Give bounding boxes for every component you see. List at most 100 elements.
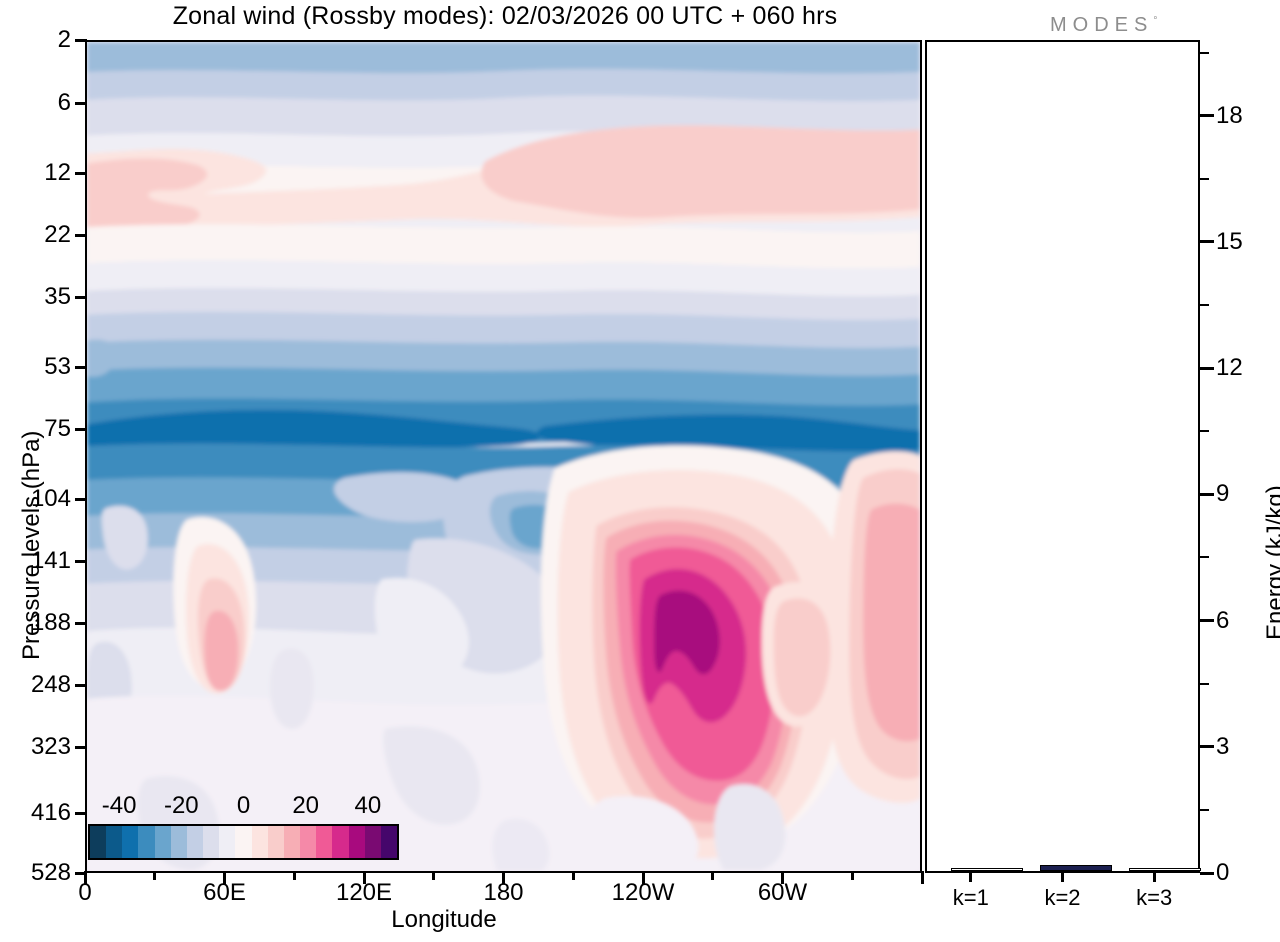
y-tick-mark [75, 559, 87, 563]
energy-tick-mark [1200, 745, 1214, 749]
colorbar-swatch-14 [316, 826, 333, 858]
colorbar-swatch-16 [348, 826, 365, 858]
y-tick-mark [75, 295, 87, 299]
y-tick-label-6: 6 [57, 89, 71, 116]
figure-title: Zonal wind (Rossby modes): 02/03/2026 00… [172, 2, 838, 30]
y-tick-mark [75, 171, 87, 175]
energy-tick-label-15: 15 [1216, 227, 1243, 255]
colorbar-swatches [88, 824, 399, 860]
energy-minor-tick [1200, 304, 1209, 307]
colorbar-swatch-17 [364, 826, 381, 858]
colorbar-tick-20: 20 [292, 792, 320, 819]
x-tick-mark [432, 871, 436, 880]
zonal-wind-contour-panel [85, 40, 922, 873]
energy-bar-k1[interactable] [951, 868, 1023, 871]
x-tick-mark [571, 871, 575, 880]
colorbar-tick-40: 40 [354, 792, 382, 819]
energy-minor-tick [1200, 682, 1209, 685]
y-tick-label-104: 104 [30, 485, 71, 512]
modes-watermark-text: MODES [1050, 14, 1154, 36]
y-tick-label-75: 75 [44, 415, 71, 442]
energy-minor-tick [1200, 556, 1209, 559]
colorbar-swatch-11 [267, 826, 284, 858]
y-tick-mark [75, 811, 87, 815]
y-tick-label-141: 141 [30, 547, 71, 574]
y-tick-label-416: 416 [30, 799, 71, 826]
energy-bar-k3[interactable] [1129, 868, 1201, 871]
x-tick-mark [153, 871, 157, 880]
y-tick-label-2: 2 [57, 26, 71, 53]
y-tick-label-22: 22 [44, 221, 71, 248]
colorbar-swatch-6 [186, 826, 204, 858]
colorbar-swatch-18 [380, 826, 397, 858]
x-tick-label-0: 0 [78, 879, 92, 906]
energy-category-tick [1061, 871, 1064, 882]
energy-tick-label-9: 9 [1216, 480, 1230, 508]
colorbar-swatch-1 [106, 826, 123, 858]
colorbar-tick--40: -40 [101, 792, 137, 819]
colorbar-swatch-10 [251, 826, 268, 858]
colorbar-swatch-8 [219, 826, 236, 858]
y-tick-mark [75, 871, 87, 875]
x-tick-mark [502, 871, 505, 884]
energy-category-k3: k=3 [1136, 885, 1173, 910]
energy-tick-label-18: 18 [1216, 101, 1243, 129]
colorbar-swatch-7 [203, 826, 220, 858]
x-tick-mark [292, 871, 296, 880]
y-tick-mark [75, 38, 87, 42]
y-tick-mark [75, 101, 87, 105]
energy-category-tick [1152, 871, 1156, 882]
y-tick-mark [75, 233, 87, 237]
x-tick-mark [781, 871, 784, 884]
energy-tick-label-0: 0 [1216, 859, 1230, 886]
y-tick-mark [75, 683, 87, 687]
energy-minor-tick [1200, 430, 1209, 433]
energy-category-k2: k=2 [1044, 885, 1081, 910]
colorbar-swatch-2 [122, 826, 139, 858]
x-tick-mark [920, 871, 924, 884]
y-tick-mark [75, 365, 87, 369]
colorbar-swatch-0 [90, 826, 107, 858]
energy-tick-mark [1200, 492, 1214, 496]
energy-tick-label-6: 6 [1216, 606, 1230, 634]
energy-tick-mark [1200, 366, 1214, 370]
y-tick-label-53: 53 [44, 353, 71, 380]
y-tick-label-528: 528 [30, 859, 71, 886]
x-tick-mark [83, 871, 87, 884]
energy-minor-tick [1200, 177, 1209, 180]
energy-category-k1: k=1 [952, 885, 989, 910]
energy-tick-mark [1200, 619, 1214, 623]
energy-tick-label-12: 12 [1216, 354, 1243, 382]
x-tick-mark [641, 871, 645, 884]
energy-tick-mark [1200, 240, 1214, 244]
y-tick-label-248: 248 [30, 671, 71, 698]
colorbar-tick-0: 0 [236, 792, 251, 819]
colorbar-swatch-3 [138, 826, 155, 858]
energy-tick-mark [1200, 114, 1214, 118]
bottom-axis-label: Longitude [391, 906, 497, 933]
energy-category-tick [969, 871, 973, 882]
y-tick-mark [75, 427, 87, 431]
energy-bar-panel [925, 40, 1201, 873]
y-tick-label-12: 12 [44, 159, 71, 186]
x-tick-mark [223, 871, 226, 884]
y-tick-label-188: 188 [30, 609, 71, 636]
energy-tick-mark [1200, 871, 1214, 875]
colorbar-swatch-15 [332, 826, 349, 858]
y-tick-label-323: 323 [30, 733, 71, 760]
colorbar-tick--20: -20 [163, 792, 199, 819]
colorbar-swatch-12 [283, 826, 301, 858]
y-tick-mark [75, 621, 87, 625]
contour-field [87, 42, 920, 871]
energy-minor-tick [1200, 808, 1209, 811]
x-tick-mark [362, 871, 366, 884]
energy-minor-tick [1200, 51, 1209, 54]
right-axis-label: Energy (kJ/kg) [1262, 485, 1280, 640]
colorbar-swatch-9 [235, 826, 252, 858]
x-tick-mark [711, 871, 715, 880]
modes-watermark-mark: ° [1153, 15, 1158, 27]
modes-watermark: MODES° [1050, 14, 1157, 37]
energy-bar-k2[interactable] [1040, 865, 1112, 871]
colorbar-swatch-13 [300, 826, 317, 858]
